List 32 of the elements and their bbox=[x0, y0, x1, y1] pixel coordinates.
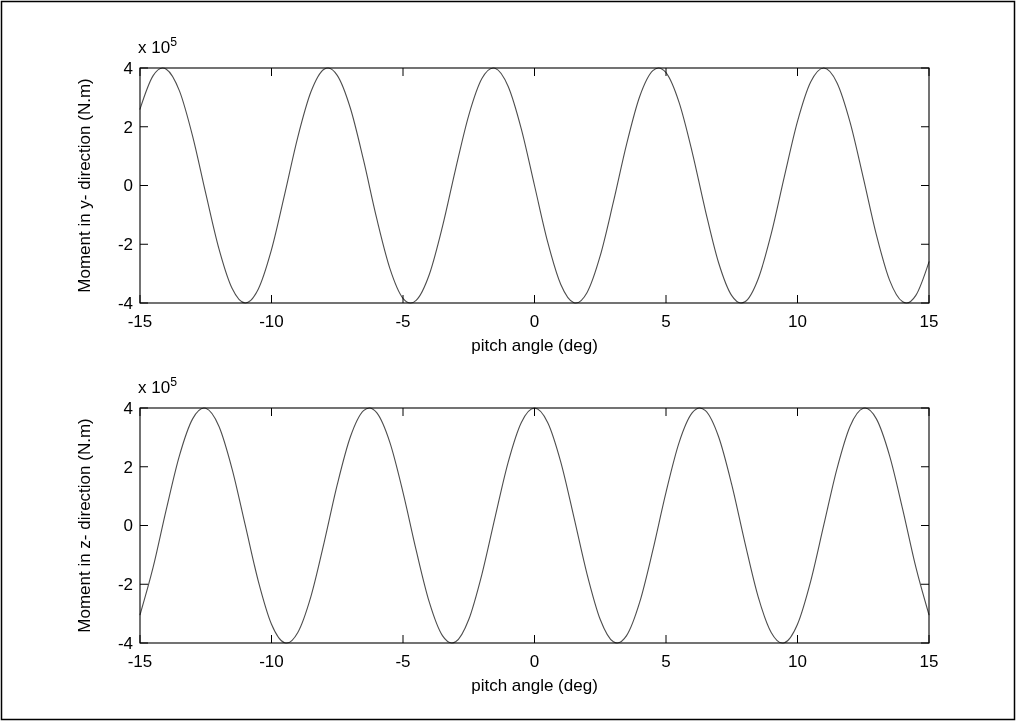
x-tick-label: -5 bbox=[395, 312, 411, 331]
x-tick-label: -15 bbox=[127, 652, 153, 671]
x-tick-label: 0 bbox=[529, 652, 540, 671]
x-tick-label: -10 bbox=[259, 312, 284, 331]
x-tick-label: -10 bbox=[259, 652, 284, 671]
y-tick-label: 2 bbox=[123, 457, 133, 477]
x-tick-label: 15 bbox=[919, 312, 939, 331]
y-tick-label: 4 bbox=[123, 398, 133, 418]
y-tick-label: 0 bbox=[123, 516, 133, 536]
x-axis-title: pitch angle (deg) bbox=[471, 336, 598, 355]
y-tick-label: -4 bbox=[117, 293, 133, 313]
y-axis-title: Moment in y- direction (N.m) bbox=[75, 78, 94, 293]
x-tick-label: -15 bbox=[127, 312, 153, 331]
y-tick-label: -2 bbox=[117, 235, 133, 255]
x-tick-label: 10 bbox=[788, 652, 807, 671]
x-tick-label: -5 bbox=[395, 652, 411, 671]
line-series bbox=[139, 407, 930, 644]
text: x 10$^{5}$ bbox=[138, 375, 178, 397]
x-tick-label: 15 bbox=[919, 652, 939, 671]
y-tick-label: 0 bbox=[123, 176, 133, 196]
y-tick-label: 4 bbox=[123, 58, 133, 78]
line-series bbox=[139, 67, 930, 304]
y-tick-label: -2 bbox=[117, 575, 133, 595]
x-tick-label: 0 bbox=[529, 312, 540, 331]
x-tick-label: 5 bbox=[661, 312, 671, 331]
y-tick-label: -4 bbox=[117, 633, 133, 653]
y-tick-label: 2 bbox=[123, 117, 133, 137]
x-tick-label: 10 bbox=[788, 312, 807, 331]
x-axis-title: pitch angle (deg) bbox=[471, 676, 598, 695]
text: x 10$^{5}$ bbox=[138, 35, 178, 57]
y-axis-title: Moment in z- direction (N.m) bbox=[75, 418, 94, 633]
x-tick-label: 5 bbox=[661, 652, 671, 671]
